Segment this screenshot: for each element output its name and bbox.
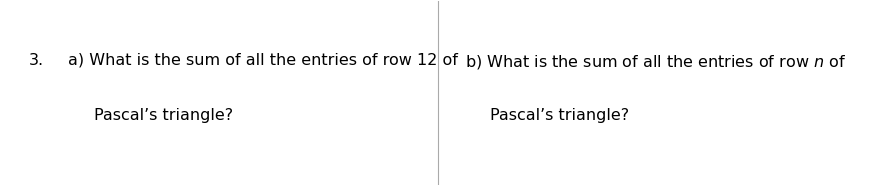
Text: a) What is the sum of all the entries of row 12 of: a) What is the sum of all the entries of… <box>68 53 458 68</box>
Text: Pascal’s triangle?: Pascal’s triangle? <box>94 108 234 123</box>
Text: Pascal’s triangle?: Pascal’s triangle? <box>490 108 630 123</box>
Text: 3.: 3. <box>29 53 44 68</box>
Text: b) What is the sum of all the entries of row $n$ of: b) What is the sum of all the entries of… <box>465 53 846 71</box>
